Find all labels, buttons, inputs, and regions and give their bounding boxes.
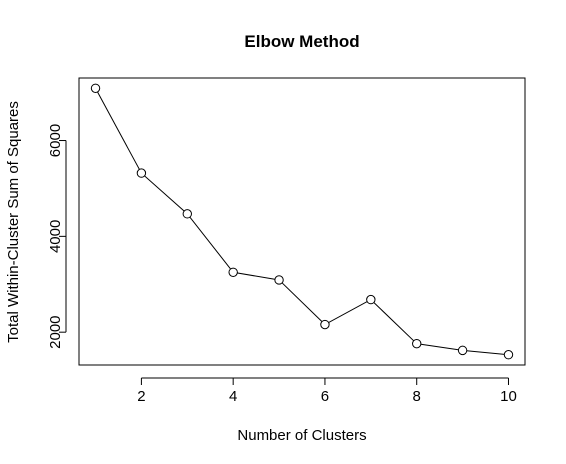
- chart-title: Elbow Method: [244, 32, 359, 51]
- x-tick-label: 10: [500, 388, 517, 405]
- data-point-k-10: [503, 349, 514, 360]
- data-point-k-6: [320, 319, 330, 330]
- data-point-k-9: [457, 345, 468, 356]
- data-point-k-2: [136, 168, 147, 178]
- y-tick-label: 2000: [47, 315, 64, 348]
- data-point-k-1: [90, 83, 101, 94]
- x-tick-label: 8: [413, 388, 421, 405]
- plot-frame: [78, 77, 526, 366]
- data-point-k-4: [228, 267, 238, 277]
- x-axis-ticks: 2 4 6 8 10: [137, 378, 517, 405]
- x-tick-label: 4: [229, 388, 237, 405]
- x-tick-label: 6: [321, 388, 329, 405]
- data-points: [90, 83, 514, 360]
- series-line: [95, 88, 509, 356]
- y-axis-ticks: 2000 4000 6000: [47, 124, 66, 349]
- y-axis-label: Total Within-Cluster Sum of Squares: [5, 101, 22, 343]
- data-point-k-8: [412, 338, 422, 349]
- data-point-k-3: [182, 209, 192, 219]
- y-tick-label: 4000: [47, 220, 64, 253]
- data-point-k-5: [274, 275, 284, 285]
- y-tick-label: 6000: [47, 124, 64, 157]
- x-axis-label: Number of Clusters: [237, 427, 366, 444]
- x-tick-label: 2: [137, 388, 145, 405]
- data-point-k-7: [366, 294, 376, 305]
